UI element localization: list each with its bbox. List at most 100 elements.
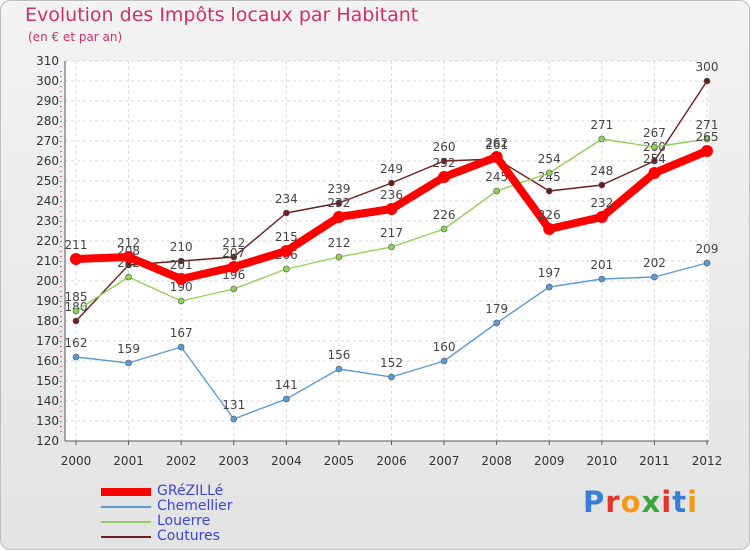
y-tick-label: 240 xyxy=(36,194,59,208)
data-point xyxy=(125,273,132,281)
x-tick-label: 2005 xyxy=(324,454,355,468)
logo-letter: P xyxy=(583,485,606,519)
data-point xyxy=(438,171,451,183)
data-point xyxy=(701,145,713,157)
x-tick-label: 2002 xyxy=(166,454,197,468)
data-label: 197 xyxy=(538,266,561,280)
data-point xyxy=(72,307,80,315)
legend-item-coutures: Coutures xyxy=(101,528,321,545)
data-label: 248 xyxy=(590,164,613,178)
data-label: 234 xyxy=(275,192,298,206)
data-point xyxy=(440,357,448,365)
y-tick-label: 170 xyxy=(36,334,59,348)
data-label: 212 xyxy=(117,236,140,250)
data-label: 159 xyxy=(117,342,140,356)
data-point xyxy=(335,199,343,207)
data-label: 260 xyxy=(433,140,456,154)
data-point xyxy=(72,317,80,325)
data-point xyxy=(648,167,661,179)
data-point xyxy=(598,181,606,189)
data-label: 201 xyxy=(170,258,193,272)
data-label: 217 xyxy=(380,226,403,240)
data-label: 209 xyxy=(696,242,719,256)
data-point xyxy=(440,225,448,233)
y-tick-label: 200 xyxy=(36,274,59,288)
proxiti-logo: Proxiti xyxy=(583,485,698,519)
data-label: 261 xyxy=(485,138,508,152)
data-label: 267 xyxy=(643,126,666,140)
data-point xyxy=(177,257,185,265)
data-label: 131 xyxy=(222,398,245,412)
x-tick-label: 2001 xyxy=(113,454,144,468)
x-tick-label: 2008 xyxy=(481,454,512,468)
data-point xyxy=(545,283,553,291)
data-label: 160 xyxy=(433,340,456,354)
data-point xyxy=(545,187,553,195)
legend-swatch-chemellier xyxy=(101,506,151,508)
y-tick-label: 140 xyxy=(36,394,59,408)
legend-label-grezille: GRéZILLé xyxy=(157,483,224,499)
data-point xyxy=(280,245,293,257)
data-label: 262 xyxy=(485,136,508,150)
plot-area xyxy=(65,61,709,441)
data-point xyxy=(230,253,238,261)
data-label: 271 xyxy=(696,118,719,132)
y-tick-label: 120 xyxy=(36,434,59,448)
legend: GRéZILLé Chemellier Louerre Coutures xyxy=(101,483,321,545)
y-tick-label: 310 xyxy=(36,54,59,68)
legend-swatch-coutures xyxy=(101,536,151,538)
x-tick-label: 2006 xyxy=(376,454,407,468)
data-label: 212 xyxy=(327,236,350,250)
data-point xyxy=(332,211,345,223)
x-tick-label: 2011 xyxy=(639,454,670,468)
logo-letter: o xyxy=(620,485,642,519)
logo-letter: i xyxy=(661,485,673,519)
data-label: 152 xyxy=(380,356,403,370)
data-label: 185 xyxy=(65,290,88,304)
data-point xyxy=(703,259,711,267)
data-point xyxy=(283,265,290,273)
x-tick-label: 2007 xyxy=(429,454,460,468)
logo-letter: t xyxy=(672,485,688,519)
data-label: 271 xyxy=(590,118,613,132)
y-tick-label: 150 xyxy=(36,374,59,388)
data-point xyxy=(335,253,343,261)
data-point xyxy=(651,157,658,165)
data-label: 215 xyxy=(275,230,298,244)
data-label: 254 xyxy=(643,152,666,166)
data-label: 162 xyxy=(65,336,88,350)
data-label: 226 xyxy=(433,208,456,222)
data-point xyxy=(283,209,290,217)
data-label: 239 xyxy=(327,182,350,196)
data-point xyxy=(175,273,188,285)
x-tick-label: 2009 xyxy=(534,454,565,468)
data-point xyxy=(230,415,238,423)
data-point xyxy=(388,373,395,381)
data-label: 211 xyxy=(65,238,88,252)
chart-title: Evolution des Impôts locaux par Habitant xyxy=(25,4,419,26)
data-label: 232 xyxy=(590,196,613,210)
data-label: 190 xyxy=(170,280,193,294)
data-point xyxy=(230,285,238,293)
x-tick-label: 2012 xyxy=(692,454,723,468)
data-label: 167 xyxy=(170,326,193,340)
data-point xyxy=(70,253,82,265)
data-point xyxy=(651,143,658,151)
y-tick-label: 180 xyxy=(36,314,59,328)
data-point xyxy=(385,203,398,215)
data-point xyxy=(125,359,132,367)
data-label: 201 xyxy=(590,258,613,272)
data-label: 179 xyxy=(485,302,508,316)
data-point xyxy=(177,343,185,351)
data-point xyxy=(493,187,500,195)
y-tick-label: 300 xyxy=(36,74,59,88)
y-tick-label: 290 xyxy=(36,94,59,108)
y-tick-label: 270 xyxy=(36,134,59,148)
data-label: 236 xyxy=(380,188,403,202)
y-tick-label: 280 xyxy=(36,114,59,128)
data-label: 249 xyxy=(380,162,403,176)
legend-item-grezille: GRéZILLé xyxy=(101,483,321,500)
chart-subtitle: (en € et par an) xyxy=(28,30,123,44)
data-point xyxy=(122,251,135,263)
